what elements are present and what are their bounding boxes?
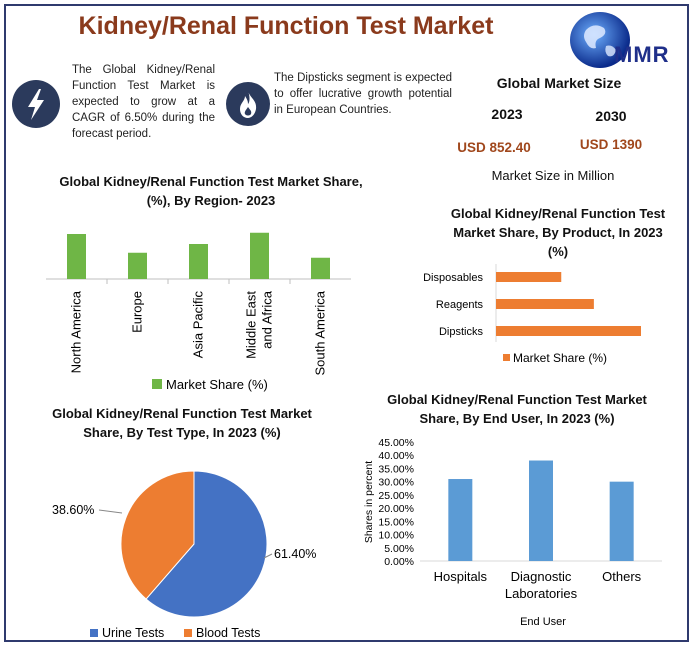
page-title: Kidney/Renal Function Test Market (78, 12, 494, 40)
region-tick-label: Europe (130, 291, 145, 333)
enduser-ytick-label: 40.00% (378, 450, 414, 462)
region-legend-swatch (152, 379, 162, 389)
enduser-ytick-label: 20.00% (378, 503, 414, 515)
region-tick-label: South America (313, 290, 328, 375)
enduser-ytick-label: 30.00% (378, 477, 414, 489)
pie-data-label: 61.40% (274, 547, 316, 561)
pie-slice (145, 470, 268, 618)
test-type-chart: 61.40% 38.60% Urine Tests Blood Tests (52, 470, 316, 640)
enduser-x-axis-label: End User (520, 616, 566, 628)
product-legend-swatch (503, 354, 510, 361)
market-size-heading: Global Market Size (496, 75, 622, 91)
enduser-y-axis-label: Shares in percent (363, 461, 375, 543)
product-legend-label: Market Share (%) (513, 351, 607, 365)
market-size-note: Market Size in Million (491, 168, 615, 183)
blurb-dipsticks: The Dipsticks segment is expected to off… (274, 72, 452, 116)
end-user-chart: 0.00%5.00%10.00% 15.00%20.00%25.00%30.00%… (363, 437, 662, 628)
enduser-ytick-label: 25.00% (378, 490, 414, 502)
product-bar (496, 326, 641, 336)
product-tick-label: Reagents (436, 299, 484, 311)
enduser-tick-label: Others (602, 569, 642, 584)
region-bar (311, 257, 330, 279)
pie-data-label: 38.60% (52, 503, 94, 517)
pie-legend-label: Urine Tests (102, 626, 164, 640)
enduser-ytick-label: 0.00% (384, 556, 414, 568)
product-tick-label: Disposables (423, 272, 483, 284)
year-2023: 2023 (491, 106, 523, 122)
enduser-ytick-label: 45.00% (378, 437, 414, 449)
logo: MMR (566, 8, 686, 70)
pie-legend-label: Blood Tests (196, 626, 260, 640)
value-2030: USD 1390 (579, 137, 643, 152)
enduser-ytick-label: 5.00% (384, 543, 414, 555)
enduser-ytick-label: 15.00% (378, 516, 414, 528)
enduser-ytick-label: 35.00% (378, 463, 414, 475)
globe-icon (570, 12, 630, 68)
year-2030: 2030 (595, 108, 627, 124)
logo-text: MMR (614, 42, 670, 67)
test-type-chart-title: Global Kidney/Renal Function Test Market… (52, 406, 312, 440)
enduser-bar (529, 460, 553, 561)
enduser-tick-label: Laboratories (505, 586, 578, 601)
pie-leader-line (263, 553, 273, 559)
pie-slice (120, 470, 195, 600)
region-bar (250, 232, 269, 279)
flame-icon (226, 82, 270, 126)
enduser-tick-label: Diagnostic (511, 569, 572, 584)
region-tick-label: and Africa (260, 290, 275, 349)
product-bar (496, 272, 562, 282)
region-chart: North America Europe Asia Pacific Middle Ea… (46, 232, 351, 392)
region-tick-label: North America (69, 290, 84, 373)
product-chart-title: Global Kidney/Renal Function Test Market… (450, 206, 666, 259)
blurb-cagr: The Global Kidney/Renal Function Test Ma… (72, 64, 215, 140)
region-tick-label: Middle East (244, 291, 259, 359)
region-bar (189, 244, 208, 279)
region-legend-label: Market Share (%) (166, 377, 268, 392)
lightning-icon (12, 80, 60, 128)
region-bar (67, 234, 86, 279)
region-chart-title: Global Kidney/Renal Function Test Market… (59, 174, 363, 208)
enduser-tick-label: Hospitals (434, 569, 488, 584)
pie-legend-swatch (184, 629, 192, 637)
product-tick-label: Dipsticks (439, 326, 484, 338)
region-tick-label: Asia Pacific (191, 291, 206, 359)
product-chart: Disposables Reagents Dipsticks Market Share… (423, 264, 641, 365)
product-bar (496, 299, 594, 309)
value-2023: USD 852.40 (457, 140, 531, 155)
end-user-chart-title: Global Kidney/Renal Function Test Market… (387, 392, 647, 426)
region-bar (128, 252, 147, 279)
enduser-ytick-label: 10.00% (378, 530, 414, 542)
infographic-frame: Kidney/Renal Function Test Market MMR Th… (4, 4, 689, 642)
pie-leader-line (98, 509, 123, 514)
pie-legend-swatch (90, 629, 98, 637)
enduser-bar (609, 481, 634, 561)
enduser-bar (448, 479, 473, 561)
